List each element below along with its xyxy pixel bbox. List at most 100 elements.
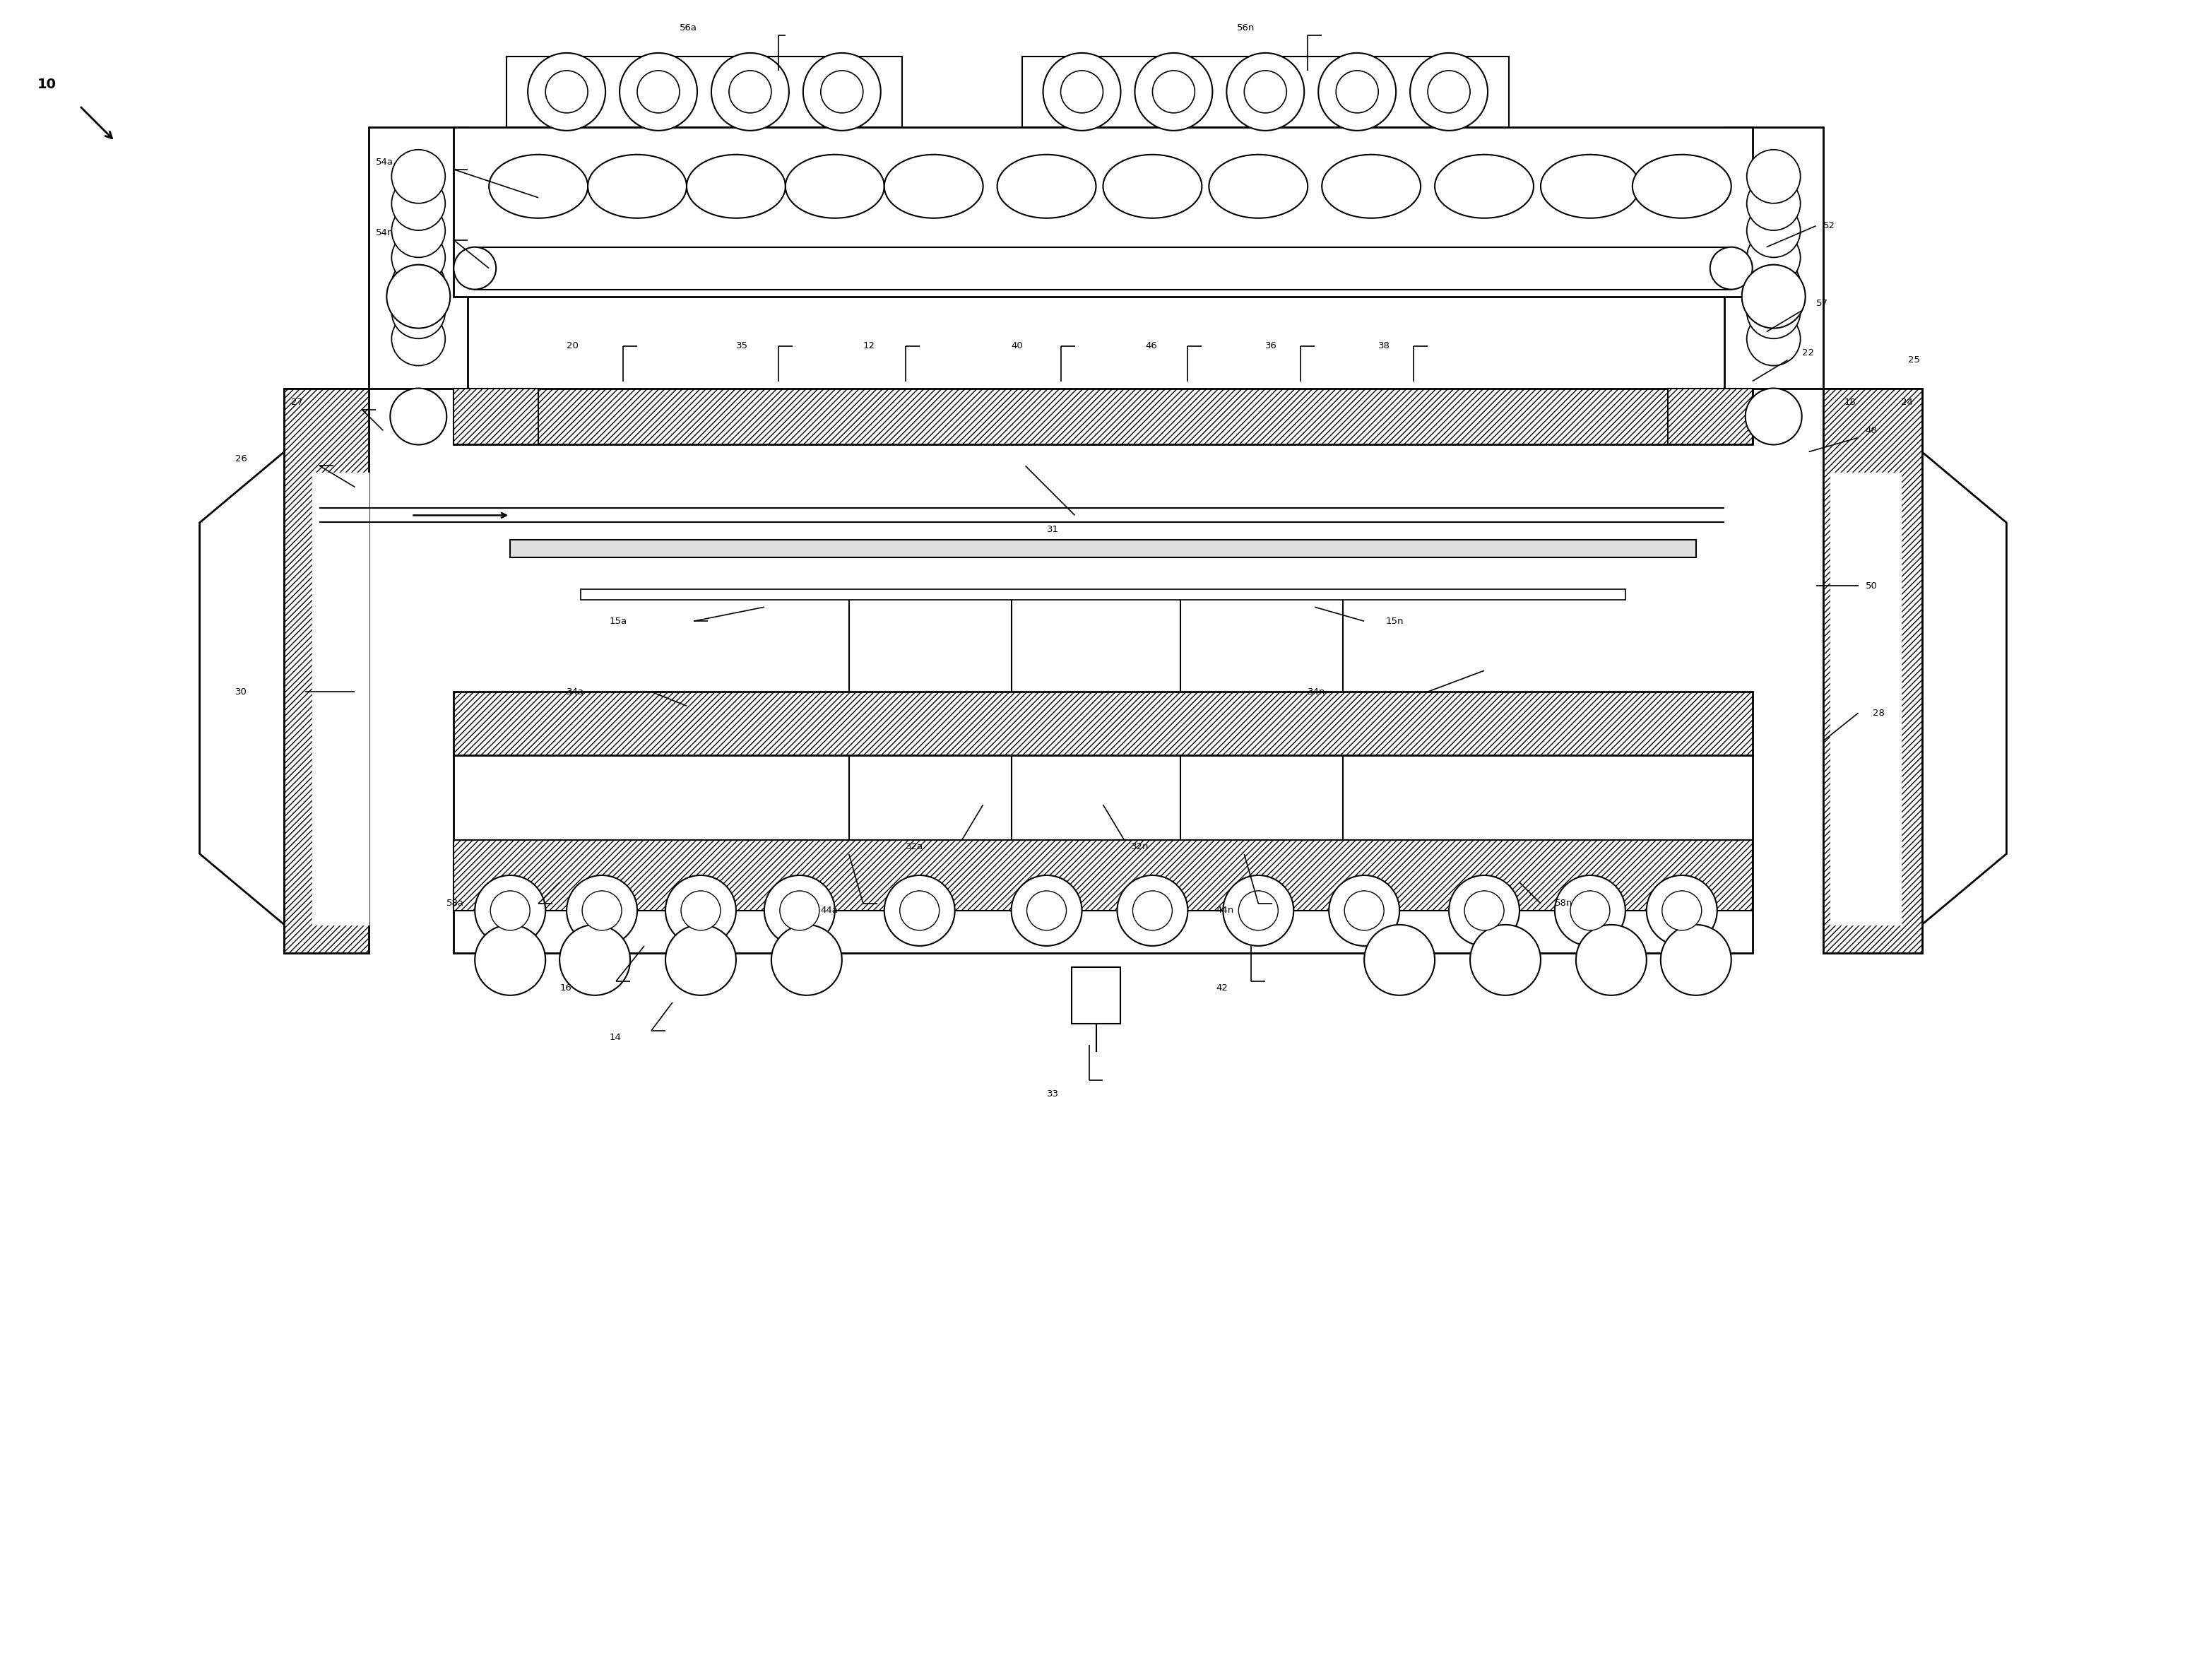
Bar	[285, 388, 368, 953]
Text: 15a: 15a	[609, 617, 627, 625]
Text: 36: 36	[1265, 341, 1278, 351]
Circle shape	[1043, 54, 1120, 131]
Circle shape	[386, 265, 449, 328]
Ellipse shape	[587, 155, 686, 218]
Text: 58a: 58a	[447, 899, 465, 909]
Circle shape	[392, 203, 445, 257]
Text: 50: 50	[1865, 581, 1876, 590]
Bar	[285, 388, 368, 953]
Circle shape	[1554, 875, 1624, 946]
Ellipse shape	[883, 155, 982, 218]
Circle shape	[392, 286, 445, 339]
Circle shape	[392, 230, 445, 284]
Circle shape	[392, 176, 445, 230]
Circle shape	[1153, 71, 1195, 113]
Circle shape	[1662, 890, 1701, 931]
Circle shape	[491, 890, 530, 931]
Bar	[454, 388, 539, 445]
Text: 35: 35	[737, 341, 747, 351]
Circle shape	[1061, 71, 1103, 113]
Text: 44n: 44n	[1217, 906, 1234, 916]
Bar	[368, 128, 467, 388]
Text: 57: 57	[1815, 299, 1828, 307]
Bar	[476, 247, 1732, 289]
Circle shape	[392, 312, 445, 366]
Ellipse shape	[1103, 155, 1201, 218]
Bar	[1824, 388, 1922, 953]
Circle shape	[1662, 924, 1732, 995]
Bar	[1021, 57, 1508, 128]
Text: 10: 10	[37, 77, 57, 91]
Bar	[1668, 388, 1751, 445]
Circle shape	[1646, 875, 1716, 946]
Circle shape	[1118, 875, 1188, 946]
Text: 18: 18	[1843, 398, 1857, 407]
Text: 15n: 15n	[1385, 617, 1403, 625]
Circle shape	[583, 890, 623, 931]
Ellipse shape	[489, 155, 587, 218]
Bar	[454, 388, 1751, 445]
Text: 28: 28	[1872, 709, 1885, 717]
Circle shape	[765, 875, 835, 946]
Ellipse shape	[1541, 155, 1640, 218]
Text: 40: 40	[1011, 341, 1024, 351]
Circle shape	[1747, 312, 1800, 366]
Text: 24: 24	[1900, 398, 1914, 407]
Ellipse shape	[997, 155, 1096, 218]
Circle shape	[1569, 890, 1609, 931]
Text: 16: 16	[559, 984, 572, 993]
Text: 22: 22	[1802, 348, 1813, 358]
Bar	[581, 590, 1624, 600]
Circle shape	[1427, 71, 1471, 113]
Ellipse shape	[1322, 155, 1420, 218]
Circle shape	[546, 71, 587, 113]
Bar	[511, 539, 1697, 558]
Bar	[454, 756, 1751, 953]
Ellipse shape	[1436, 155, 1534, 218]
Circle shape	[568, 875, 638, 946]
Circle shape	[392, 259, 445, 311]
Polygon shape	[1922, 452, 2006, 924]
Bar	[1824, 388, 1922, 953]
Ellipse shape	[785, 155, 883, 218]
Text: 14: 14	[609, 1033, 620, 1042]
Text: 54a: 54a	[377, 158, 395, 166]
Ellipse shape	[1210, 155, 1309, 218]
Text: 42: 42	[1217, 984, 1228, 993]
Bar	[1072, 968, 1120, 1023]
Text: 56a: 56a	[680, 24, 697, 34]
Text: 34n: 34n	[1309, 687, 1326, 696]
Circle shape	[1747, 259, 1800, 311]
Circle shape	[802, 54, 881, 131]
Circle shape	[1745, 388, 1802, 445]
Ellipse shape	[686, 155, 785, 218]
Text: 58n: 58n	[1554, 899, 1572, 909]
Circle shape	[666, 924, 737, 995]
Circle shape	[1747, 230, 1800, 284]
Circle shape	[1317, 54, 1396, 131]
Circle shape	[1335, 71, 1379, 113]
Circle shape	[559, 924, 629, 995]
Circle shape	[1344, 890, 1383, 931]
Text: 30: 30	[235, 687, 248, 696]
Circle shape	[1747, 150, 1800, 203]
Ellipse shape	[454, 247, 495, 289]
Bar	[1830, 474, 1900, 924]
Text: 46: 46	[1146, 341, 1157, 351]
Circle shape	[1238, 890, 1278, 931]
Circle shape	[1135, 54, 1212, 131]
Text: 32n: 32n	[1131, 842, 1149, 852]
Text: 44a: 44a	[820, 906, 837, 916]
Circle shape	[780, 890, 820, 931]
Circle shape	[1409, 54, 1488, 131]
Text: 56n: 56n	[1236, 24, 1256, 34]
Ellipse shape	[1710, 247, 1751, 289]
Bar	[454, 840, 1751, 911]
Text: 32a: 32a	[905, 842, 923, 852]
Text: 26: 26	[235, 454, 248, 464]
Circle shape	[1328, 875, 1398, 946]
Circle shape	[712, 54, 789, 131]
Circle shape	[1133, 890, 1173, 931]
Polygon shape	[199, 452, 285, 924]
Text: 12: 12	[864, 341, 875, 351]
